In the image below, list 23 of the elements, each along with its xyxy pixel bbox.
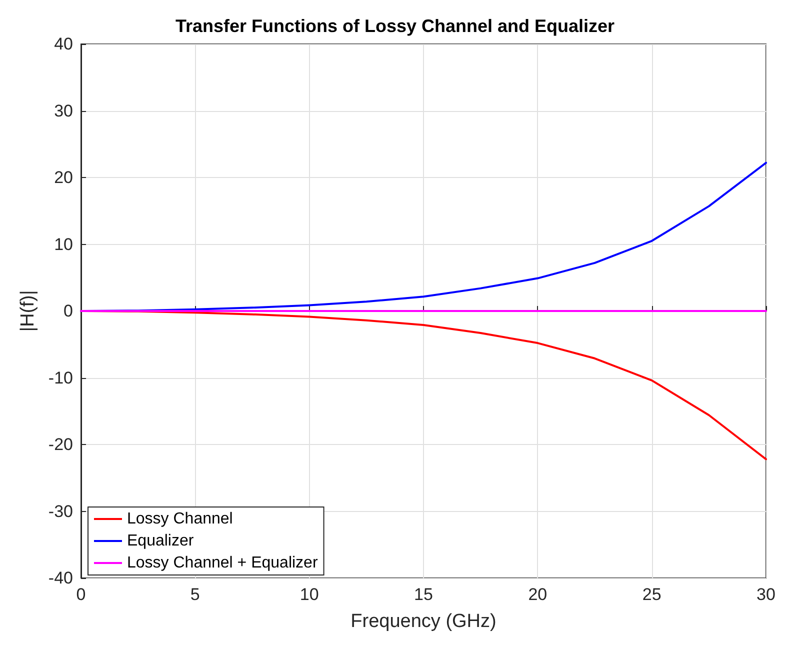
y-tick-label: -30: [48, 502, 73, 521]
y-tick-label: 30: [54, 101, 73, 120]
y-tick-label: 10: [54, 234, 73, 254]
x-tick-label: 25: [642, 585, 662, 604]
legend-label: Equalizer: [127, 532, 194, 550]
y-tick-label: -40: [48, 568, 73, 588]
y-tick-label: 20: [54, 168, 73, 187]
x-tick-label: 20: [528, 585, 548, 604]
x-tick-label: 0: [76, 585, 86, 604]
y-tick-label: -10: [48, 368, 73, 388]
x-tick-label: 15: [414, 585, 433, 604]
y-tick-label: 0: [64, 302, 73, 320]
x-tick-label: 5: [190, 585, 200, 604]
chart-title: Transfer Functions of Lossy Channel and Equalizer: [175, 16, 615, 36]
line-series: [80, 162, 767, 312]
y-tick-label: -20: [48, 435, 73, 454]
y-tick-label: 40: [54, 34, 73, 54]
x-tick-label: 10: [300, 585, 319, 604]
x-tick-label: 30: [756, 585, 776, 604]
y-axis-title: |H(f)|: [18, 290, 39, 332]
legend-label: Lossy Channel: [127, 510, 233, 528]
x-axis-title: Frequency (GHz): [350, 611, 496, 632]
legend-label: Lossy Channel + Equalizer: [127, 554, 318, 572]
